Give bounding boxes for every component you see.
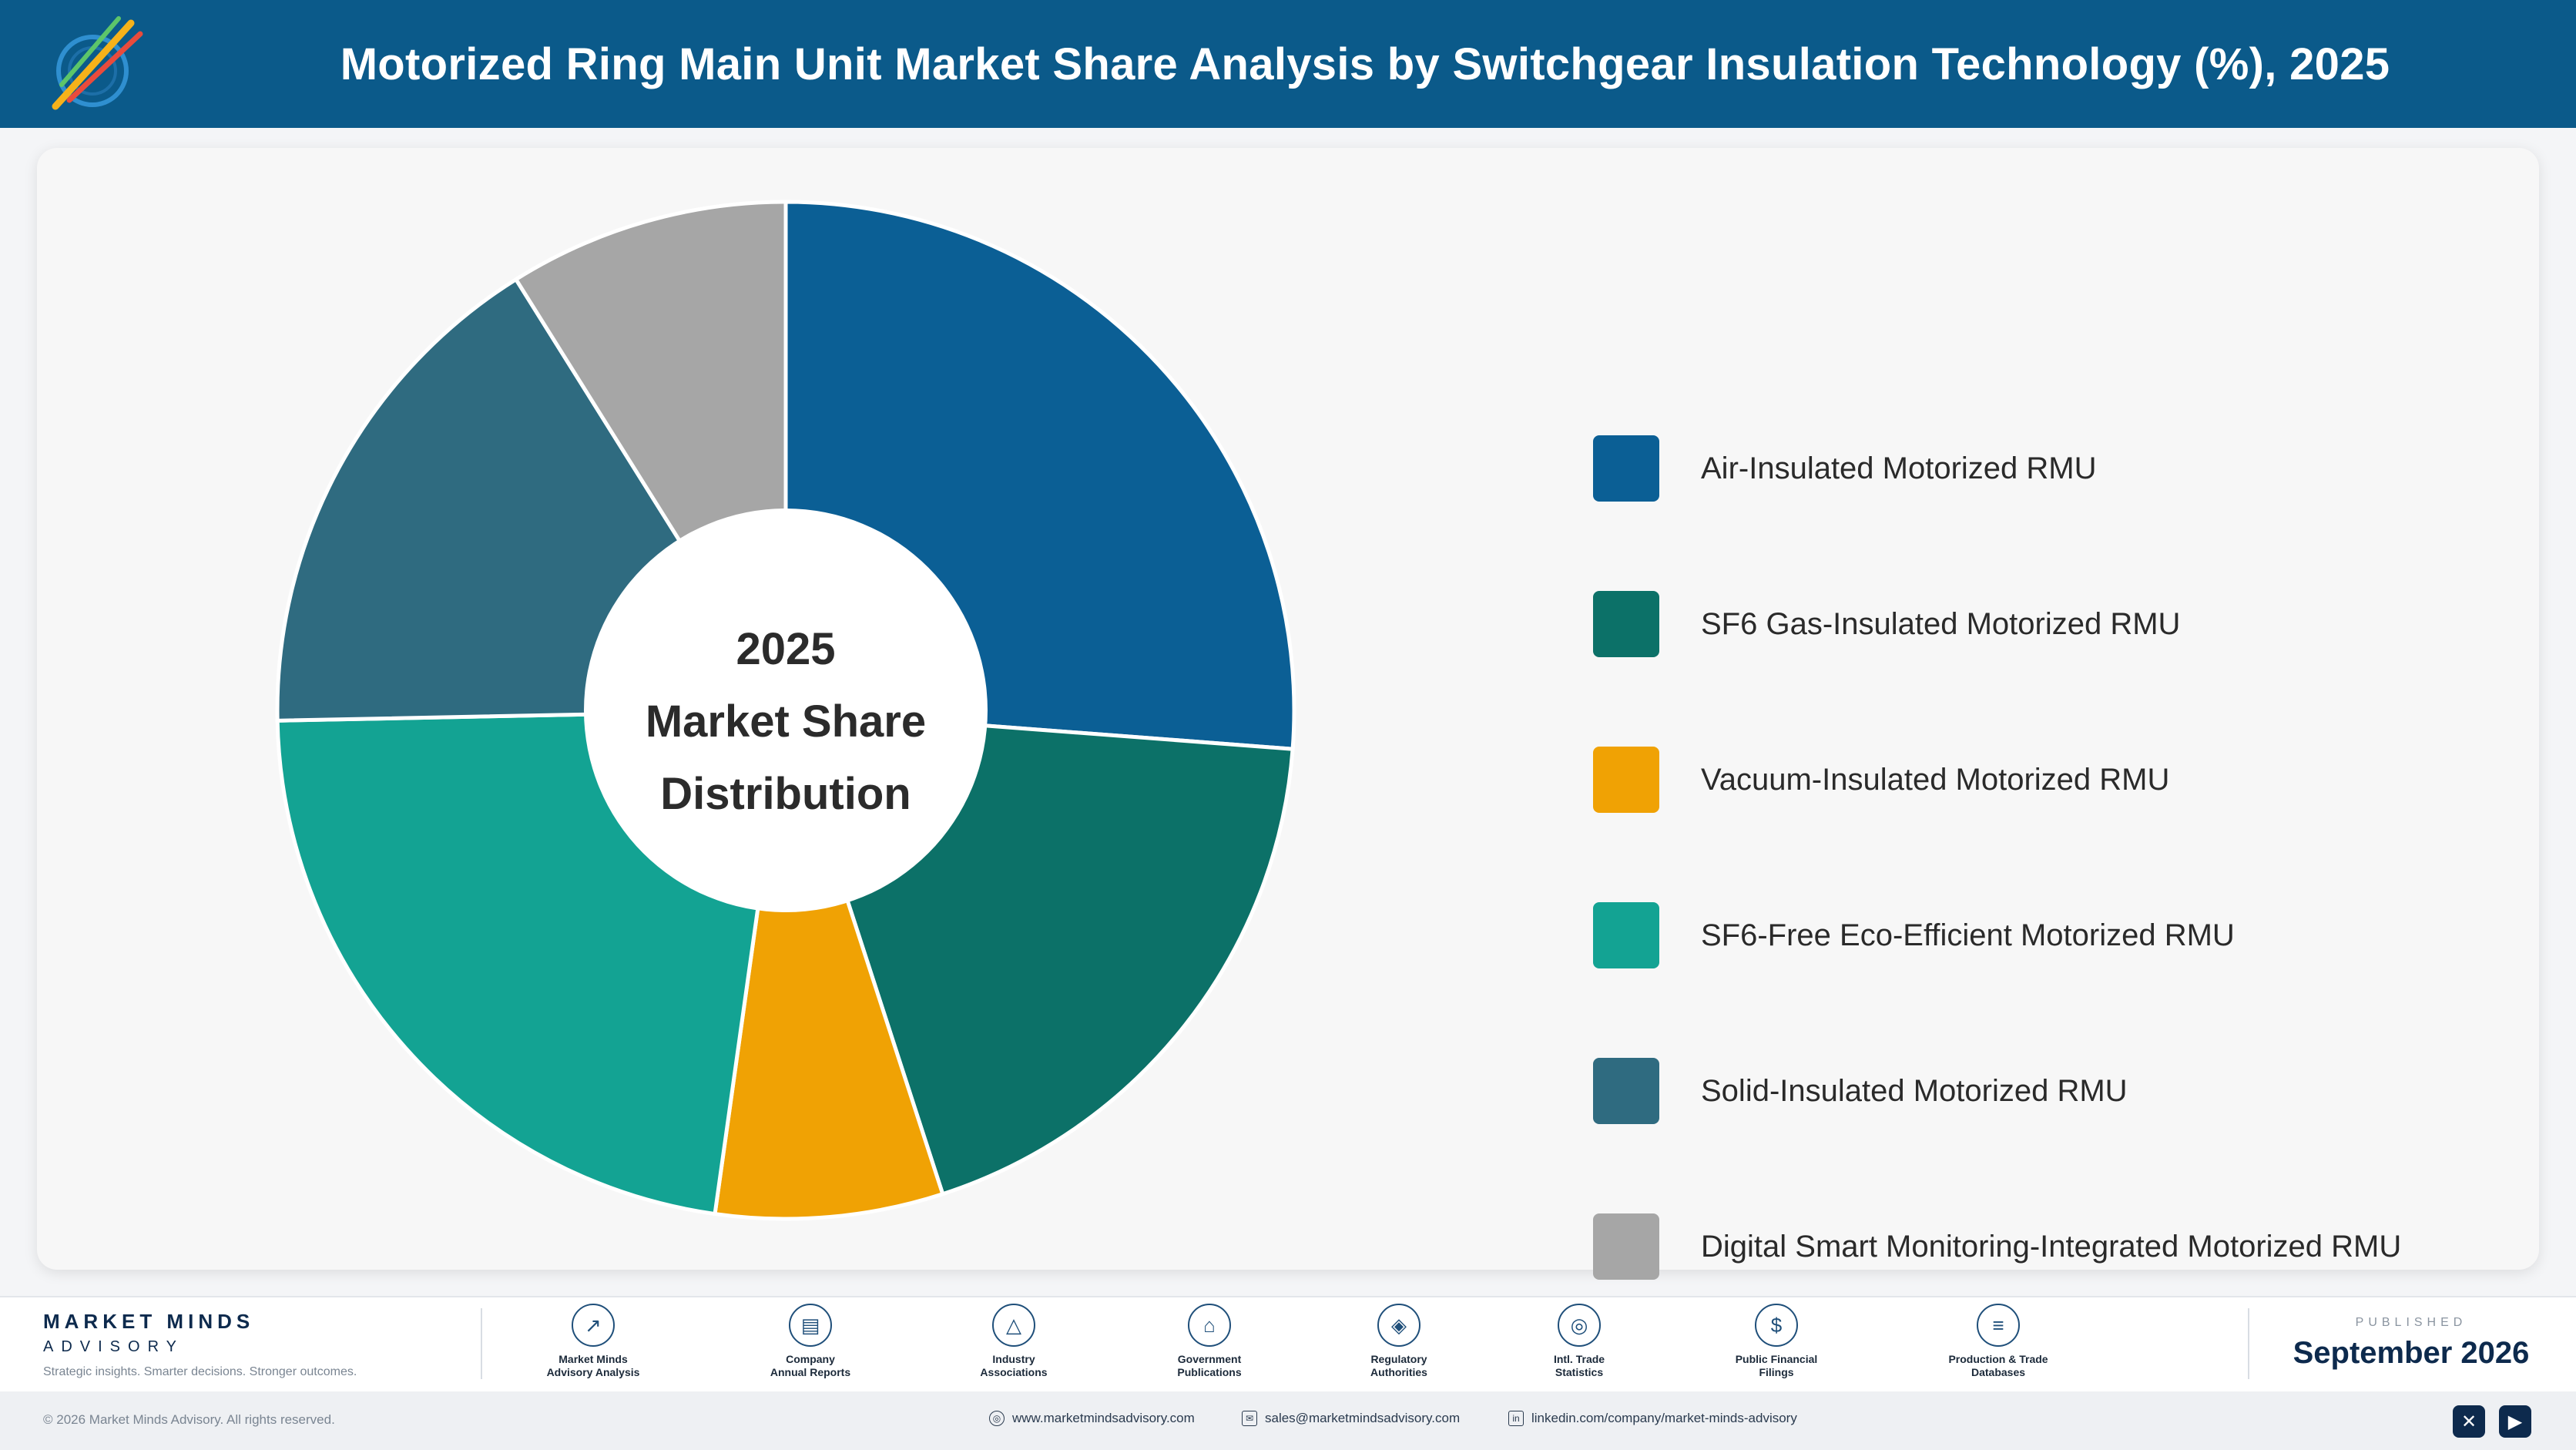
source-label: Public Financial Filings (1735, 1353, 1818, 1378)
center-label-line: Distribution (660, 769, 911, 819)
source-label: Intl. Trade Statistics (1553, 1353, 1605, 1378)
source-item: ▤ Company Annual Reports (733, 1304, 887, 1379)
center-label-line: Market Share (646, 696, 926, 747)
donut-chart: 2025 Market Share Distribution (275, 200, 1296, 1221)
center-label-line: 2025 (736, 624, 835, 674)
published-block: PUBLISHED September 2026 (2257, 1316, 2565, 1371)
email-link[interactable]: ✉ sales@marketmindsadvisory.com (1242, 1411, 1460, 1426)
bottom-bar (0, 1391, 2576, 1450)
linkedin-text: linkedin.com/company/market-minds-adviso… (1531, 1411, 1797, 1425)
globe-icon: ◎ (1558, 1304, 1601, 1347)
copyright-text: © 2026 Market Minds Advisory. All rights… (43, 1412, 335, 1427)
source-item: $ Public Financial Filings (1699, 1304, 1853, 1379)
header-bar: Motorized Ring Main Unit Market Share An… (0, 0, 2576, 128)
linkedin-link[interactable]: in linkedin.com/company/market-minds-advi… (1508, 1411, 1797, 1426)
source-label: Production & Trade Databases (1948, 1353, 2048, 1378)
legend-label: Air-Insulated Motorized RMU (1701, 451, 2097, 485)
legend-label: Vacuum-Insulated Motorized RMU (1701, 762, 2170, 797)
chart-card: 2025 Market Share Distribution Air-Insulat… (37, 148, 2539, 1280)
source-item: ◎ Intl. Trade Statistics (1502, 1304, 1656, 1379)
source-item: ◈ Regulatory Authorities (1322, 1304, 1476, 1379)
brand-block: MARKET MINDS ADVISORY Strategic insights… (43, 1310, 357, 1379)
linkedin-icon: in (1508, 1411, 1524, 1426)
network-icon: △ (992, 1304, 1035, 1347)
legend-swatch (1593, 591, 1659, 657)
brand-subtitle: ADVISORY (43, 1338, 184, 1355)
legend-swatch (1593, 747, 1659, 813)
published-label: PUBLISHED (2355, 1316, 2467, 1329)
legend-swatch (1593, 902, 1659, 968)
donut-hole (584, 509, 988, 912)
currency-icon: $ (1755, 1304, 1798, 1347)
legend-label: Solid-Insulated Motorized RMU (1701, 1073, 2128, 1108)
legend-item[interactable]: SF6 Gas-Insulated Motorized RMU (1593, 591, 2180, 657)
page-title: Motorized Ring Main Unit Market Share An… (340, 39, 2390, 89)
source-item: ⌂ Government Publications (1132, 1304, 1286, 1379)
source-label: Industry Associations (980, 1353, 1048, 1378)
legend-label: SF6 Gas-Insulated Motorized RMU (1701, 606, 2181, 641)
document-icon: ▤ (789, 1304, 832, 1347)
published-date: September 2026 (2293, 1336, 2530, 1370)
shield-icon: ◈ (1377, 1304, 1420, 1347)
website-link[interactable]: ◎ www.marketmindsadvisory.com (989, 1411, 1195, 1426)
legend-item[interactable]: Digital Smart Monitoring-Integrated Moto… (1593, 1213, 2401, 1280)
legend-swatch (1593, 1213, 1659, 1280)
source-label: Market Minds Advisory Analysis (546, 1353, 640, 1378)
legend-label: SF6-Free Eco-Efficient Motorized RMU (1701, 918, 2235, 952)
footer-divider (2248, 1308, 2249, 1379)
legend-label: Digital Smart Monitoring-Integrated Moto… (1701, 1229, 2402, 1264)
company-logo-icon (52, 16, 143, 110)
x-social-icon[interactable]: ✕ (2453, 1405, 2485, 1438)
legend-swatch (1593, 1058, 1659, 1124)
email-text: sales@marketmindsadvisory.com (1265, 1411, 1461, 1425)
website-text: www.marketmindsadvisory.com (1012, 1411, 1195, 1425)
government-building-icon: ⌂ (1188, 1304, 1231, 1347)
source-item: △ Industry Associations (937, 1304, 1091, 1379)
source-label: Government Publications (1177, 1353, 1242, 1378)
legend-item[interactable]: SF6-Free Eco-Efficient Motorized RMU (1593, 902, 2235, 968)
youtube-social-icon[interactable]: ▶ (2499, 1405, 2531, 1438)
database-icon: ≡ (1977, 1304, 2020, 1347)
legend-item[interactable]: Solid-Insulated Motorized RMU (1593, 1058, 2128, 1124)
footer-band (0, 1296, 2576, 1391)
legend-item[interactable]: Vacuum-Insulated Motorized RMU (1593, 747, 2169, 813)
source-item: ≡ Production & Trade Databases (1921, 1304, 2075, 1379)
source-label: Regulatory Authorities (1370, 1353, 1427, 1378)
brand-tagline: Strategic insights. Smarter decisions. S… (43, 1365, 357, 1378)
footer-divider (481, 1308, 482, 1379)
globe-icon: ◎ (989, 1411, 1005, 1426)
brand-name: MARKET MINDS (43, 1310, 255, 1333)
mail-icon: ✉ (1242, 1411, 1257, 1426)
legend-item[interactable]: Air-Insulated Motorized RMU (1593, 435, 2097, 502)
legend-swatch (1593, 435, 1659, 502)
chart-line-icon: ↗ (572, 1304, 615, 1347)
source-item: ↗ Market Minds Advisory Analysis (516, 1304, 670, 1379)
source-label: Company Annual Reports (770, 1353, 851, 1378)
